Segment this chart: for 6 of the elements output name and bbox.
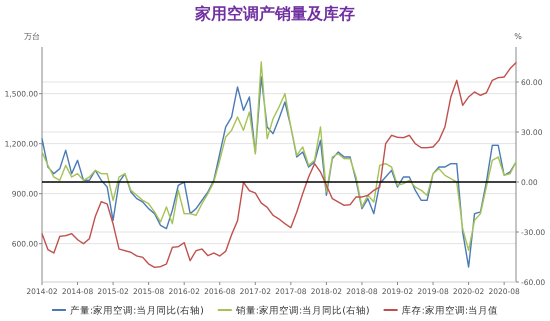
y2-axis-title: %	[514, 32, 522, 41]
legend-label: 销量:家用空调:当月同比(右轴)	[234, 304, 370, 316]
legend-label: 产量:家用空调:当月同比(右轴)	[70, 304, 204, 316]
y-axis-title: 万台	[24, 32, 40, 41]
chart-title: 家用空调产销量及库存	[194, 4, 355, 23]
legend-label: 库存:家用空调:当月值	[402, 304, 498, 316]
